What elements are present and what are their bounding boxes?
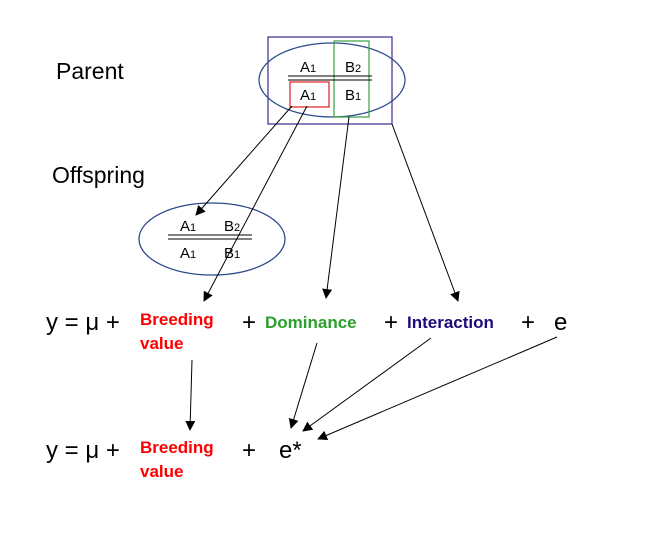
arrow-e-to-error xyxy=(317,336,558,441)
parent-red-box xyxy=(289,81,330,108)
eq1-interaction: Interaction xyxy=(407,313,494,332)
offspring-bottom-a: A1 xyxy=(180,245,196,262)
offspring-ellipse xyxy=(138,202,286,276)
parent-bottom-a: A1 xyxy=(300,87,316,104)
eq1-breeding-value: value xyxy=(140,334,183,353)
eq2-lhs: y = μ + xyxy=(46,437,120,464)
parent-green-box xyxy=(333,40,370,118)
arrows xyxy=(185,105,558,441)
eq2-breeding-word: Breeding xyxy=(140,438,214,457)
eq1-dominance: Dominance xyxy=(265,313,357,332)
eq1-lhs: y = μ + xyxy=(46,309,120,336)
arrow-parent-to-offspring xyxy=(195,105,293,216)
parent-outer-box xyxy=(267,36,393,125)
eq1-breeding-word: Breeding xyxy=(140,310,214,329)
eq2-error: e* xyxy=(279,437,302,464)
equation-reduced: y = μ + Breeding value + e* xyxy=(46,437,302,481)
arrow-parent-to-breeding xyxy=(203,105,308,302)
offspring-genotype: A1 B2 A1 B1 xyxy=(138,202,286,276)
parent-bottom-b: B1 xyxy=(345,87,361,104)
eq1-plus-1: + xyxy=(242,309,256,336)
parent-top-a: A1 xyxy=(300,59,316,76)
equation-full: y = μ + Breeding value + Dominance + Int… xyxy=(46,309,567,353)
offspring-label: Offspring xyxy=(52,162,145,188)
arrow-breeding-down xyxy=(185,359,196,431)
offspring-top-a: A1 xyxy=(180,218,196,235)
arrow-parent-to-interaction xyxy=(391,123,460,302)
parent-label: Parent xyxy=(56,58,124,84)
offspring-top-b: B2 xyxy=(224,218,240,235)
eq1-plus-2: + xyxy=(384,309,398,336)
eq1-plus-3: + xyxy=(521,309,535,336)
eq1-error: e xyxy=(554,309,567,336)
parent-top-b: B2 xyxy=(345,59,361,76)
arrow-interaction-to-error xyxy=(302,337,432,432)
eq2-plus: + xyxy=(242,437,256,464)
arrow-parent-to-dominance xyxy=(322,116,350,299)
arrow-dominance-to-error xyxy=(288,342,318,429)
parent-ellipse xyxy=(258,42,406,118)
eq2-breeding-value: value xyxy=(140,462,183,481)
parent-genotype: A1 B2 A1 B1 xyxy=(258,36,406,125)
